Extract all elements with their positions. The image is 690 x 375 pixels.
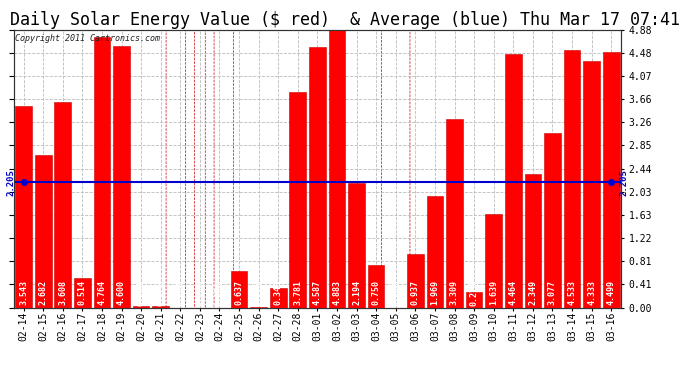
Text: 2.194: 2.194 <box>352 280 361 304</box>
Bar <box>583 61 600 308</box>
Text: 3.077: 3.077 <box>548 280 557 304</box>
Text: 1.639: 1.639 <box>489 280 498 304</box>
Bar <box>309 46 326 308</box>
Bar <box>328 30 345 308</box>
Text: 0.000: 0.000 <box>176 281 185 306</box>
Bar <box>348 183 365 308</box>
Text: 3.608: 3.608 <box>58 280 67 304</box>
Text: 0.034: 0.034 <box>137 281 146 306</box>
Text: Daily Solar Energy Value ($ red)  & Average (blue) Thu Mar 17 07:41: Daily Solar Energy Value ($ red) & Avera… <box>10 11 680 29</box>
Bar <box>15 106 32 307</box>
Text: 2.682: 2.682 <box>39 280 48 304</box>
Text: 0.000: 0.000 <box>391 281 400 306</box>
Bar <box>94 37 110 308</box>
Text: 1.969: 1.969 <box>431 280 440 304</box>
Text: 2.205: 2.205 <box>6 169 15 195</box>
Bar <box>603 52 620 308</box>
Bar <box>524 174 541 308</box>
Text: 4.587: 4.587 <box>313 280 322 304</box>
Text: 0.937: 0.937 <box>411 280 420 304</box>
Bar <box>113 46 130 308</box>
Bar <box>230 271 248 308</box>
Bar <box>55 102 71 308</box>
Bar <box>132 306 150 308</box>
Text: 0.021: 0.021 <box>156 281 165 306</box>
Bar <box>35 155 52 308</box>
Text: 0.514: 0.514 <box>78 280 87 304</box>
Bar <box>505 54 522 307</box>
Text: 3.543: 3.543 <box>19 280 28 304</box>
Text: 4.464: 4.464 <box>509 280 518 304</box>
Bar <box>485 214 502 308</box>
Bar <box>368 265 384 308</box>
Text: 2.349: 2.349 <box>529 280 538 304</box>
Text: 4.533: 4.533 <box>568 280 577 304</box>
Text: 2.205: 2.205 <box>620 169 629 195</box>
Bar <box>544 132 561 308</box>
Text: 4.883: 4.883 <box>333 280 342 304</box>
Text: 3.781: 3.781 <box>293 280 302 304</box>
Text: 4.333: 4.333 <box>587 280 596 304</box>
Text: Copyright 2011 Cartronics.com: Copyright 2011 Cartronics.com <box>15 34 160 43</box>
Bar <box>152 306 169 308</box>
Text: 0.750: 0.750 <box>372 280 381 304</box>
Bar <box>446 119 463 308</box>
Bar <box>290 93 306 308</box>
Text: 0.345: 0.345 <box>274 280 283 304</box>
Text: 4.600: 4.600 <box>117 280 126 304</box>
Bar <box>426 195 443 308</box>
Bar <box>250 307 267 308</box>
Text: 0.000: 0.000 <box>215 281 224 306</box>
Bar <box>564 50 580 308</box>
Text: 3.309: 3.309 <box>450 280 459 304</box>
Text: 0.000: 0.000 <box>195 281 204 306</box>
Text: 4.499: 4.499 <box>607 280 615 304</box>
Text: 4.764: 4.764 <box>97 280 106 304</box>
Bar <box>407 254 424 308</box>
Text: 0.273: 0.273 <box>470 281 479 306</box>
Bar <box>270 288 286 308</box>
Bar <box>466 292 482 308</box>
Text: 0.637: 0.637 <box>235 280 244 304</box>
Text: 0.015: 0.015 <box>254 281 263 306</box>
Bar <box>74 278 90 308</box>
